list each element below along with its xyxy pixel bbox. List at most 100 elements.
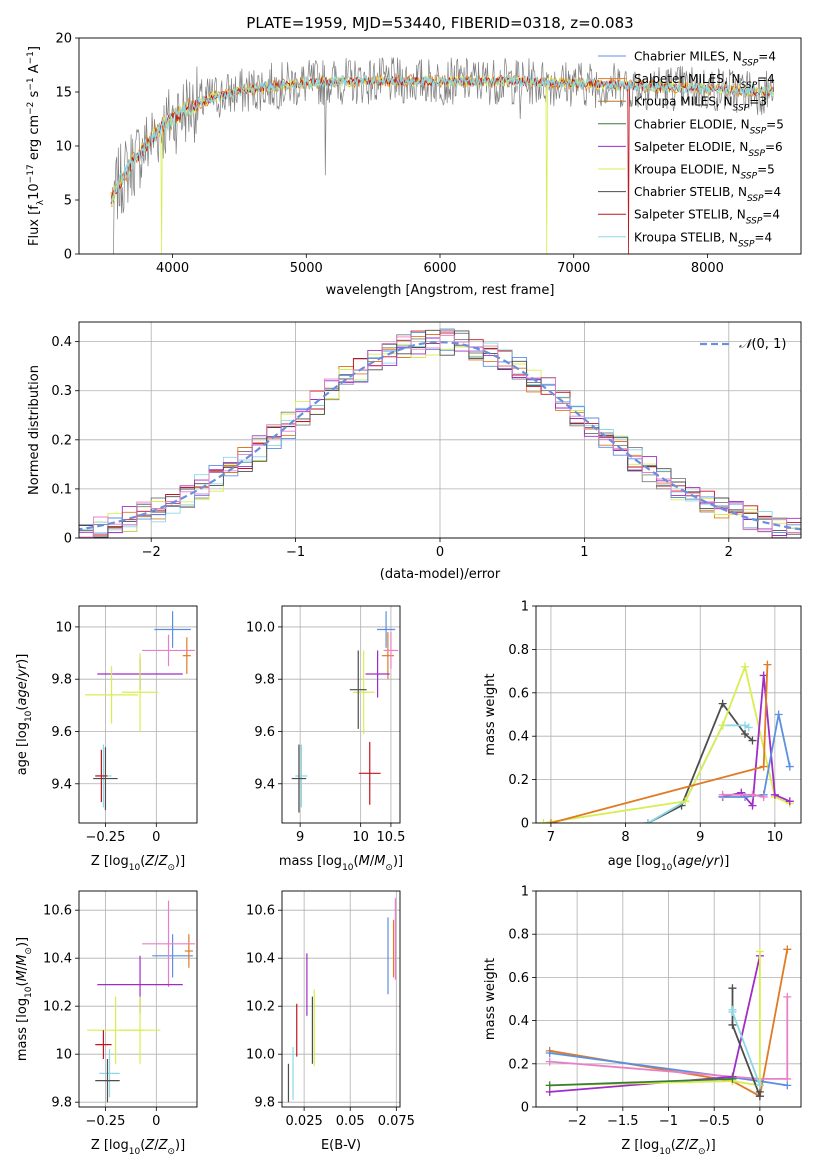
plot-area (110, 57, 775, 254)
x-axis-label: age [log10(age/yr)] (608, 854, 730, 873)
error-bar (381, 632, 394, 680)
x-tick-label: −0.25 (86, 1114, 126, 1129)
y-tick-label: 0.1 (51, 482, 72, 497)
y-tick-label: 1 (521, 885, 529, 900)
y-tick-label: 9.4 (254, 777, 275, 792)
legend-label: Chabrier ELODIE, NSSP=5 (634, 117, 784, 136)
mass-vs-extinction-panel: 0.025 0.05 0.075 9.8 10.0 10.2 10.4 10.6 E(B-V) (246, 890, 415, 1153)
y-axis-label: mass weight (483, 958, 498, 1040)
weight-marker (755, 1081, 764, 1090)
overlay: −2 −1 0 1 2 0 0.1 0.2 0.3 0.4 (data-model)/error No… (27, 321, 802, 582)
x-tick-label: 5000 (290, 261, 323, 276)
weight-line (549, 955, 761, 1093)
legend-label: Salpeter MILES, NSSP=4 (634, 72, 775, 91)
legend-label: Kroupa MILES, NSSP=3 (634, 95, 767, 114)
y-tick-label: 0.3 (51, 384, 72, 399)
y-tick-label: 0.2 (51, 433, 72, 448)
error-bar (291, 744, 307, 813)
error-bar (85, 666, 138, 724)
y-tick-label: 0.4 (51, 335, 72, 350)
weight-marker (718, 699, 727, 708)
age-vs-metallicity-panel: −0.25 0 9.4 9.6 9.8 10 Z [log10(Z/Z⊙)] age [log… (15, 605, 198, 873)
y-axis-label: mass [log10(M/M⊙)] (15, 937, 34, 1061)
x-tick-label: 1 (580, 545, 588, 560)
x-tick-label: −1.5 (607, 1114, 639, 1129)
weight-marker (681, 797, 690, 806)
weight-marker (546, 819, 555, 823)
figure-title: PLATE=1959, MJD=53440, FIBERID=0318, z=0… (246, 14, 633, 32)
overlay: 7 8 9 10 0 0.2 0.4 0.6 0.8 1 mass weight age [log10… (483, 600, 802, 873)
weight-marker (741, 730, 750, 739)
grid (282, 606, 400, 823)
weight-line (550, 664, 769, 823)
y-tick-label: 0.8 (508, 643, 529, 658)
weight-marker (643, 819, 652, 823)
weight-marker (759, 762, 768, 771)
weight-line (543, 663, 791, 823)
x-tick-label: 0.05 (336, 1114, 365, 1129)
plot-area (545, 945, 792, 1101)
weight-marker (783, 1074, 792, 1083)
y-tick-label: 9.8 (51, 1096, 72, 1111)
y-tick-label: 0 (521, 817, 529, 832)
error-bar (184, 934, 193, 968)
error-bar (121, 653, 159, 732)
x-tick-label: 4000 (156, 261, 189, 276)
y-tick-label: 9.6 (254, 725, 275, 740)
error-bar (295, 744, 308, 808)
y-tick-label: 10.0 (246, 1048, 275, 1063)
y-tick-label: 0.6 (508, 971, 529, 986)
grid (282, 891, 400, 1107)
x-axis-label: E(B-V) (321, 1138, 361, 1153)
error-bar (142, 634, 195, 667)
weight-marker (759, 792, 768, 801)
legend: Chabrier MILES, NSSP=4 Salpeter MILES, NS… (598, 50, 784, 249)
y-tick-label: 0 (64, 532, 72, 547)
weight-series (539, 662, 794, 823)
overlay: −2 −1.5 −1 −0.5 0 0 0.2 0.4 0.6 0.8 1 mass weight Z … (483, 885, 802, 1157)
error-bar (349, 650, 367, 729)
x-tick-label: −1 (286, 545, 305, 560)
y-tick-label: 9.4 (51, 777, 72, 792)
x-axis-label: Z [log10(Z/Z⊙)] (91, 854, 185, 873)
weight-series (728, 1005, 764, 1090)
age-vs-mass-panel: 9 10 10.5 9.4 9.6 9.8 10.0 mass [log10(M/M⊙)] (246, 605, 405, 873)
error-bar (152, 934, 193, 978)
error-bar (358, 741, 381, 805)
error-bar (142, 900, 195, 987)
error-bar (352, 650, 375, 735)
weight-line (549, 1078, 733, 1087)
x-tick-label: −1 (659, 1114, 678, 1129)
y-tick-label: 0.2 (508, 773, 529, 788)
axes-frame (78, 605, 198, 824)
x-tick-label: 10.5 (376, 830, 405, 845)
weight-marker (545, 1057, 554, 1066)
y-tick-label: 15 (55, 86, 72, 101)
overlay: −0.25 0 9.4 9.6 9.8 10 Z [log10(Z/Z⊙)] age [log… (15, 605, 198, 873)
legend-label: Salpeter ELODIE, NSSP=6 (634, 140, 783, 159)
y-axis-label: mass weight (483, 673, 498, 755)
legend-label: 𝒩(0, 1) (739, 337, 786, 352)
weight-marker (718, 721, 727, 730)
y-tick-label: 9.8 (51, 673, 72, 688)
y-tick-label: 10.6 (43, 904, 72, 919)
y-tick-label: 0.6 (508, 686, 529, 701)
error-bar (182, 637, 191, 674)
x-tick-label: 9 (696, 830, 704, 845)
axes-frame (535, 605, 802, 824)
y-tick-label: 0 (64, 248, 72, 263)
weight-line (731, 1009, 761, 1086)
weight-marker (774, 710, 783, 719)
weight-marker (763, 660, 772, 669)
weight-marker (718, 790, 727, 799)
grid (536, 605, 801, 824)
y-tick-label: 0.2 (508, 1057, 529, 1072)
error-bar (93, 747, 118, 810)
plot-area (79, 328, 801, 538)
y-tick-label: 0.8 (508, 928, 529, 943)
x-tick-label: 0 (152, 1114, 160, 1129)
x-axis-label: wavelength [Angstrom, rest frame] (326, 283, 555, 298)
overlay: −0.25 0 9.8 10 10.2 10.4 10.6 Z [log10(Z/Z⊙)] ma… (15, 890, 198, 1157)
y-tick-label: 10 (55, 1048, 72, 1063)
